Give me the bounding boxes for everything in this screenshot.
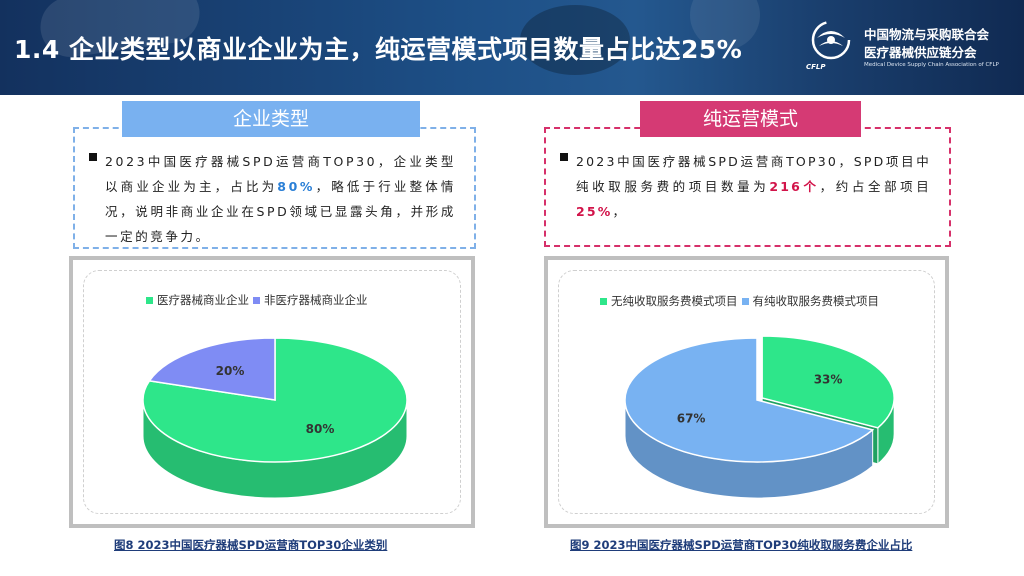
highlight-80-percent: 80% <box>277 179 316 194</box>
pie-data-label-1: 67% <box>677 411 706 425</box>
figure-caption-8: 图8 2023中国医疗器械SPD运营商TOP30企业类别 <box>114 538 388 552</box>
org-name-english: Medical Device Supply Chain Association … <box>864 62 999 68</box>
legend-pure-operation: 无纯收取服务费模式项目 有纯收取服务费模式项目 <box>600 293 883 309</box>
pie-data-label-0: 33% <box>814 373 843 387</box>
highlight-216: 216个 <box>769 179 820 194</box>
legend-item-without-pure-fee: 无纯收取服务费模式项目 <box>600 293 738 309</box>
header-banner: 1.4 企业类型以商业企业为主，纯运营模式项目数量占比达25% CFLP 中国物… <box>0 0 1024 95</box>
legend-item-commercial: 医疗器械商业企业 <box>146 292 249 308</box>
enterprise-type-textbox: 2023中国医疗器械SPD运营商TOP30，企业类型以商业企业为主，占比为80%… <box>73 127 476 249</box>
pie-slice-0 <box>761 335 895 429</box>
pure-operation-tag: 纯运营模式 <box>640 101 861 137</box>
logo-text: CFLP <box>806 63 826 71</box>
enterprise-type-paragraph: 2023中国医疗器械SPD运营商TOP30，企业类型以商业企业为主，占比为80%… <box>105 154 456 244</box>
legend-enterprise-type: 医疗器械商业企业 非医疗器械商业企业 <box>146 292 372 308</box>
pie-chart-enterprise-type: 80% 20% <box>142 337 408 499</box>
pure-operation-textbox: 2023中国医疗器械SPD运营商TOP30，SPD项目中纯收取服务费的项目数量为… <box>544 127 951 247</box>
pie-chart-pure-operation: 33% 67% <box>624 335 895 499</box>
pie-data-label-1: 20% <box>216 364 245 378</box>
org-name-line2: 医疗器械供应链分会 <box>864 45 977 60</box>
figure-caption-9: 图9 2023中国医疗器械SPD运营商TOP30纯收取服务费企业占比 <box>570 538 913 552</box>
pie-slice-1 <box>148 337 276 401</box>
pure-operation-paragraph: 2023中国医疗器械SPD运营商TOP30，SPD项目中纯收取服务费的项目数量为… <box>576 154 931 219</box>
pie-data-label-0: 80% <box>306 422 335 436</box>
bullet-icon <box>89 153 97 161</box>
bullet-icon <box>560 153 568 161</box>
slide-title: 1.4 企业类型以商业企业为主，纯运营模式项目数量占比达25% <box>14 35 743 64</box>
org-name-line1: 中国物流与采购联合会 <box>864 27 990 42</box>
legend-item-non-commercial: 非医疗器械商业企业 <box>253 292 368 308</box>
pie-slice-1 <box>624 337 875 463</box>
enterprise-type-tag: 企业类型 <box>122 101 420 137</box>
cflp-logo-icon <box>811 20 851 60</box>
highlight-25-percent: 25% <box>576 204 613 219</box>
header-texture <box>520 5 630 75</box>
legend-item-with-pure-fee: 有纯收取服务费模式项目 <box>741 293 879 309</box>
